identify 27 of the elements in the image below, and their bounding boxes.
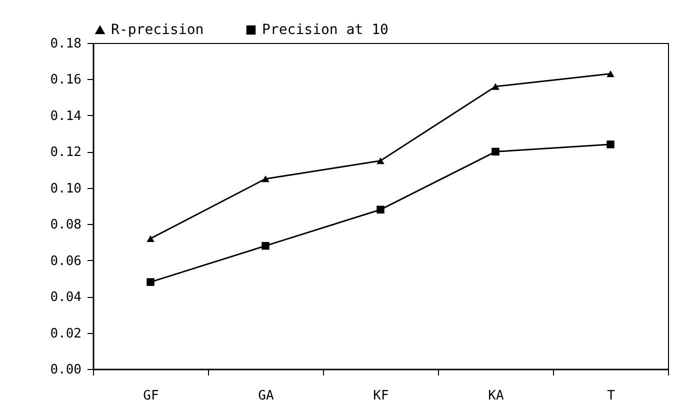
y-tick-label: 0.12 <box>50 145 82 160</box>
y-tick-label: 0.16 <box>50 72 82 88</box>
y-tick-label: 0.00 <box>50 362 82 378</box>
x-tick-label: KF <box>373 388 389 404</box>
y-tick-label: 0.02 <box>50 326 82 342</box>
x-tick-label: GF <box>143 388 159 404</box>
point <box>262 175 270 182</box>
y-tick-label: 0.18 <box>50 36 82 52</box>
point <box>376 206 384 214</box>
point <box>146 278 154 286</box>
y-tick-label: 0.04 <box>50 290 82 306</box>
legend-label: Precision at 10 <box>262 22 388 38</box>
x-tick-label: KA <box>488 388 504 404</box>
point <box>146 235 154 242</box>
y-tick-label: 0.14 <box>50 108 82 124</box>
y-tick-label: 0.08 <box>50 218 82 233</box>
y-tick-label: 0.06 <box>50 254 82 269</box>
point <box>606 70 614 78</box>
point <box>376 157 384 164</box>
point <box>262 242 270 250</box>
x-tick-label: T <box>607 388 616 404</box>
y-tick-label: 0.10 <box>50 181 82 196</box>
point <box>492 83 500 90</box>
x-tick-label: GA <box>258 388 274 404</box>
point <box>606 140 614 148</box>
point <box>492 148 500 156</box>
legend-label: R-precision <box>111 22 204 38</box>
